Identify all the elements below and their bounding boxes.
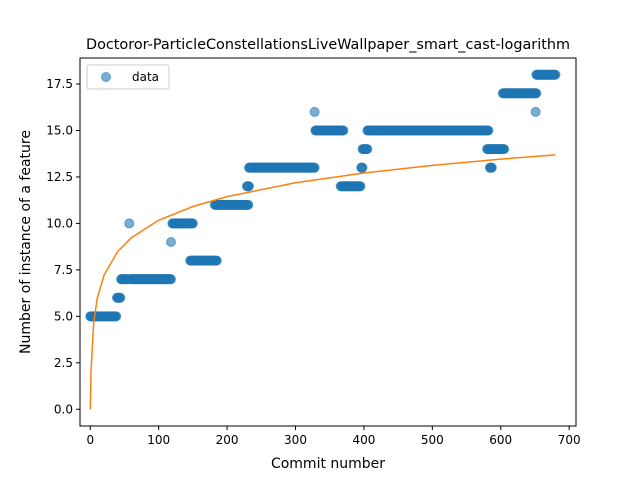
y-axis-ticks: 0.0 2.5 5.0 7.5 10.0 12.5 15.0 17.5 bbox=[46, 77, 80, 416]
chart-title: Doctoror-ParticleConstellationsLiveWallp… bbox=[86, 37, 570, 53]
x-tick-label: 0 bbox=[86, 433, 94, 447]
legend: data bbox=[86, 64, 170, 90]
x-axis-label: Commit number bbox=[271, 456, 385, 472]
data-point bbox=[309, 162, 320, 173]
y-tick-label: 12.5 bbox=[46, 170, 73, 184]
x-tick-label: 400 bbox=[352, 433, 375, 447]
data-point bbox=[486, 162, 497, 173]
y-tick-label: 2.5 bbox=[54, 356, 73, 370]
data-points-layer bbox=[85, 69, 561, 322]
y-tick-label: 5.0 bbox=[54, 309, 73, 323]
legend-marker-data bbox=[101, 72, 111, 82]
data-point bbox=[165, 274, 176, 285]
data-point bbox=[165, 237, 176, 247]
y-tick-label: 7.5 bbox=[54, 263, 73, 277]
x-tick-label: 200 bbox=[216, 433, 239, 447]
data-point bbox=[111, 311, 122, 322]
y-tick-label: 15.0 bbox=[46, 123, 73, 137]
data-point bbox=[531, 88, 542, 99]
data-point bbox=[211, 255, 222, 266]
y-axis-label: Number of instance of a feature bbox=[18, 130, 34, 354]
x-tick-label: 600 bbox=[489, 433, 512, 447]
data-point bbox=[530, 106, 541, 117]
data-point bbox=[243, 199, 254, 210]
x-tick-label: 100 bbox=[147, 433, 170, 447]
x-tick-label: 300 bbox=[284, 433, 307, 447]
y-tick-label: 10.0 bbox=[46, 216, 73, 230]
x-tick-label: 700 bbox=[558, 433, 581, 447]
data-point bbox=[338, 125, 349, 136]
plot-area bbox=[79, 57, 577, 427]
legend-label-data: data bbox=[132, 70, 159, 84]
data-point bbox=[124, 218, 135, 229]
x-axis-ticks: 0 100 200 300 400 500 600 700 bbox=[86, 426, 581, 447]
data-point bbox=[550, 69, 561, 80]
y-tick-label: 0.0 bbox=[54, 402, 73, 416]
data-point bbox=[355, 181, 366, 192]
data-point bbox=[187, 218, 198, 229]
data-point bbox=[483, 125, 494, 136]
data-point bbox=[309, 106, 320, 117]
data-point bbox=[357, 162, 368, 173]
data-point bbox=[499, 144, 510, 155]
y-tick-label: 17.5 bbox=[46, 77, 73, 91]
data-point bbox=[362, 144, 373, 155]
data-point bbox=[115, 292, 126, 303]
fit-curve-line bbox=[89, 154, 556, 410]
x-tick-label: 500 bbox=[421, 433, 444, 447]
plot-frame bbox=[79, 57, 577, 427]
legend-box bbox=[86, 64, 170, 90]
data-point bbox=[243, 181, 254, 192]
